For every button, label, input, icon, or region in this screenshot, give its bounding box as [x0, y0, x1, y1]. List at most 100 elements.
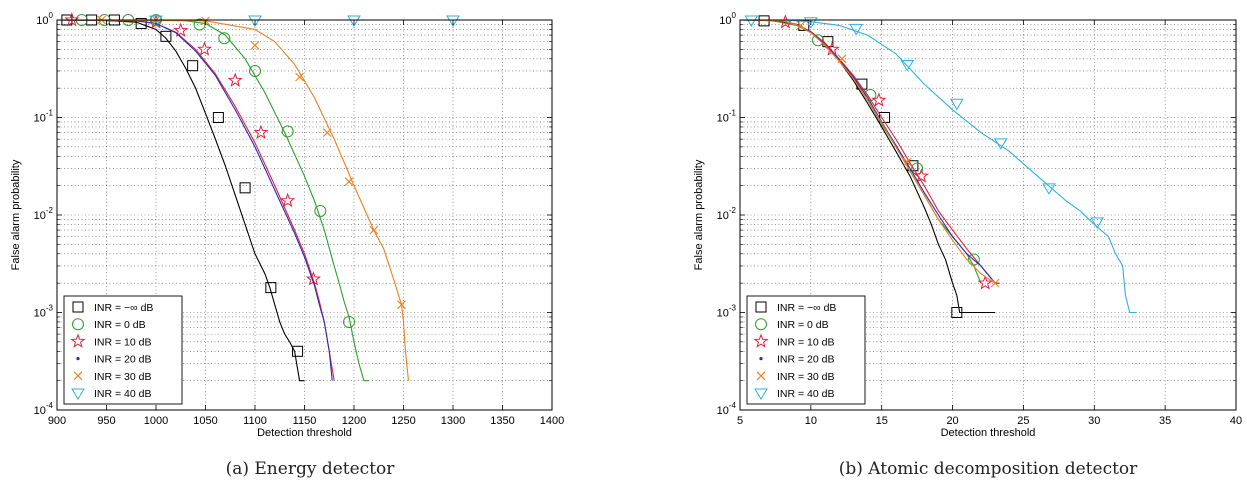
series-marker-5	[149, 15, 163, 27]
x-tick-label: 1300	[441, 415, 465, 427]
legend-box	[746, 295, 866, 405]
series-marker-5	[993, 138, 1008, 150]
legend-marker-4	[73, 371, 83, 381]
series-marker-5	[248, 15, 262, 27]
legend: INR = −∞ dB INR = 0 dB INR = 10 dB INR = 20…	[746, 295, 866, 405]
legend-entry-0: INR = −∞ dB	[94, 302, 153, 314]
series-marker-5	[347, 15, 361, 27]
series-line-4	[739, 19, 996, 284]
series-marker-1	[314, 204, 327, 217]
y-tick-label: 100	[719, 11, 736, 27]
series-marker-4	[344, 177, 354, 187]
legend-marker-4	[756, 371, 766, 381]
series-marker-2	[977, 275, 993, 290]
series-marker-0	[239, 182, 251, 194]
legend-marker-1	[72, 318, 84, 331]
x-tick-label: 1150	[293, 415, 317, 427]
x-tick-label: 1000	[144, 415, 168, 427]
legend-marker-1	[755, 318, 767, 331]
legend-entry-3: INR = 20 dB	[777, 354, 835, 366]
legend-entry-2: INR = 10 dB	[777, 336, 835, 348]
x-tick-label: 1400	[540, 415, 564, 427]
legend-marker-2	[70, 333, 86, 348]
y-tick-label: 10-2	[717, 206, 737, 222]
series-marker-1	[193, 18, 206, 31]
series-marker-2	[913, 168, 929, 183]
y-tick-label: 10-1	[717, 109, 737, 125]
legend-entry-5: INR = 40 dB	[777, 388, 835, 400]
series-marker-1	[811, 34, 824, 47]
legend-marker-2	[753, 333, 769, 348]
series-marker-0	[187, 60, 199, 72]
legend-marker-0	[72, 301, 84, 313]
series-marker-1	[343, 315, 356, 328]
series-marker-1	[967, 253, 980, 266]
series-marker-4	[990, 278, 1000, 288]
series-line-3	[56, 19, 333, 381]
x-tick-label: 1350	[490, 415, 514, 427]
series-marker-2	[64, 12, 80, 27]
legend-marker-0	[755, 301, 767, 313]
legend-box	[63, 295, 183, 405]
series-marker-2	[280, 192, 296, 208]
y-tick-label: 10-4	[717, 401, 737, 417]
legend-entry-4: INR = 30 dB	[777, 371, 835, 383]
x-tick-label: 950	[97, 415, 115, 427]
legend-entry-4: INR = 30 dB	[94, 371, 152, 383]
series-marker-1	[218, 32, 231, 45]
legend-marker-3	[76, 357, 80, 361]
x-tick-label: 5	[737, 415, 743, 427]
legend: INR = −∞ dB INR = 0 dB INR = 10 dB INR = 20…	[63, 295, 183, 405]
series-marker-4	[250, 40, 260, 50]
series-marker-5	[849, 23, 864, 36]
series-marker-0	[265, 282, 277, 294]
x-tick-label: 25	[1017, 415, 1029, 427]
series-marker-2	[173, 22, 189, 37]
series-marker-0	[160, 30, 172, 42]
series-marker-4	[902, 157, 912, 167]
legend-marker-3	[759, 357, 763, 361]
series-line-5	[740, 19, 1137, 314]
series-marker-5	[1090, 217, 1105, 229]
x-axis-label: Detection threshold	[257, 427, 352, 439]
series-marker-5	[744, 15, 759, 27]
y-axis-label: False alarm probability	[693, 159, 705, 270]
y-tick-label: 100	[36, 11, 53, 27]
series-marker-4	[837, 54, 847, 64]
series-marker-1	[249, 64, 261, 77]
x-tick-label: 15	[876, 415, 888, 427]
series-marker-2	[227, 72, 243, 87]
x-tick-label: 1100	[243, 415, 267, 427]
panel-caption: (b) Atomic decomposition detector	[839, 459, 1138, 479]
y-axis-label: False alarm probability	[10, 159, 22, 270]
x-tick-label: 1050	[193, 415, 217, 427]
series-marker-1	[281, 125, 294, 138]
legend-marker-5	[754, 388, 768, 400]
panel-atomic-decomposition-detector: 5 10 15 20 25 30 35 40 10-4 10-3 10-2 10-1 100 Detect…	[693, 11, 1242, 479]
legend-entry-2: INR = 10 dB	[94, 336, 152, 348]
series-line-0	[57, 19, 305, 382]
series-marker-0	[292, 345, 304, 357]
series-marker-2	[196, 41, 213, 56]
series-marker-4	[369, 225, 379, 235]
legend-marker-5	[71, 388, 85, 400]
y-tick-label: 10-3	[34, 304, 54, 320]
panel-energy-detector: 900 950 1000 1050 1100 1150 1200 1250 1300 1350 14…	[10, 11, 564, 479]
series-marker-2	[253, 124, 269, 140]
y-tick-label: 10-2	[34, 206, 54, 222]
series-group	[739, 14, 1137, 318]
x-tick-label: 35	[1159, 415, 1171, 427]
legend-entry-5: INR = 40 dB	[94, 388, 152, 400]
y-tick-label: 10-1	[34, 109, 54, 125]
grid	[740, 20, 1236, 410]
x-tick-label: 10	[805, 415, 817, 427]
series-marker-0	[212, 112, 224, 123]
x-axis-label: Detection threshold	[941, 427, 1036, 439]
series-marker-4	[322, 128, 332, 137]
x-tick-label: 30	[1088, 415, 1100, 427]
series-marker-2	[871, 92, 887, 107]
legend-entry-0: INR = −∞ dB	[777, 302, 836, 314]
series-marker-4	[295, 72, 304, 82]
series-marker-0	[135, 18, 147, 30]
